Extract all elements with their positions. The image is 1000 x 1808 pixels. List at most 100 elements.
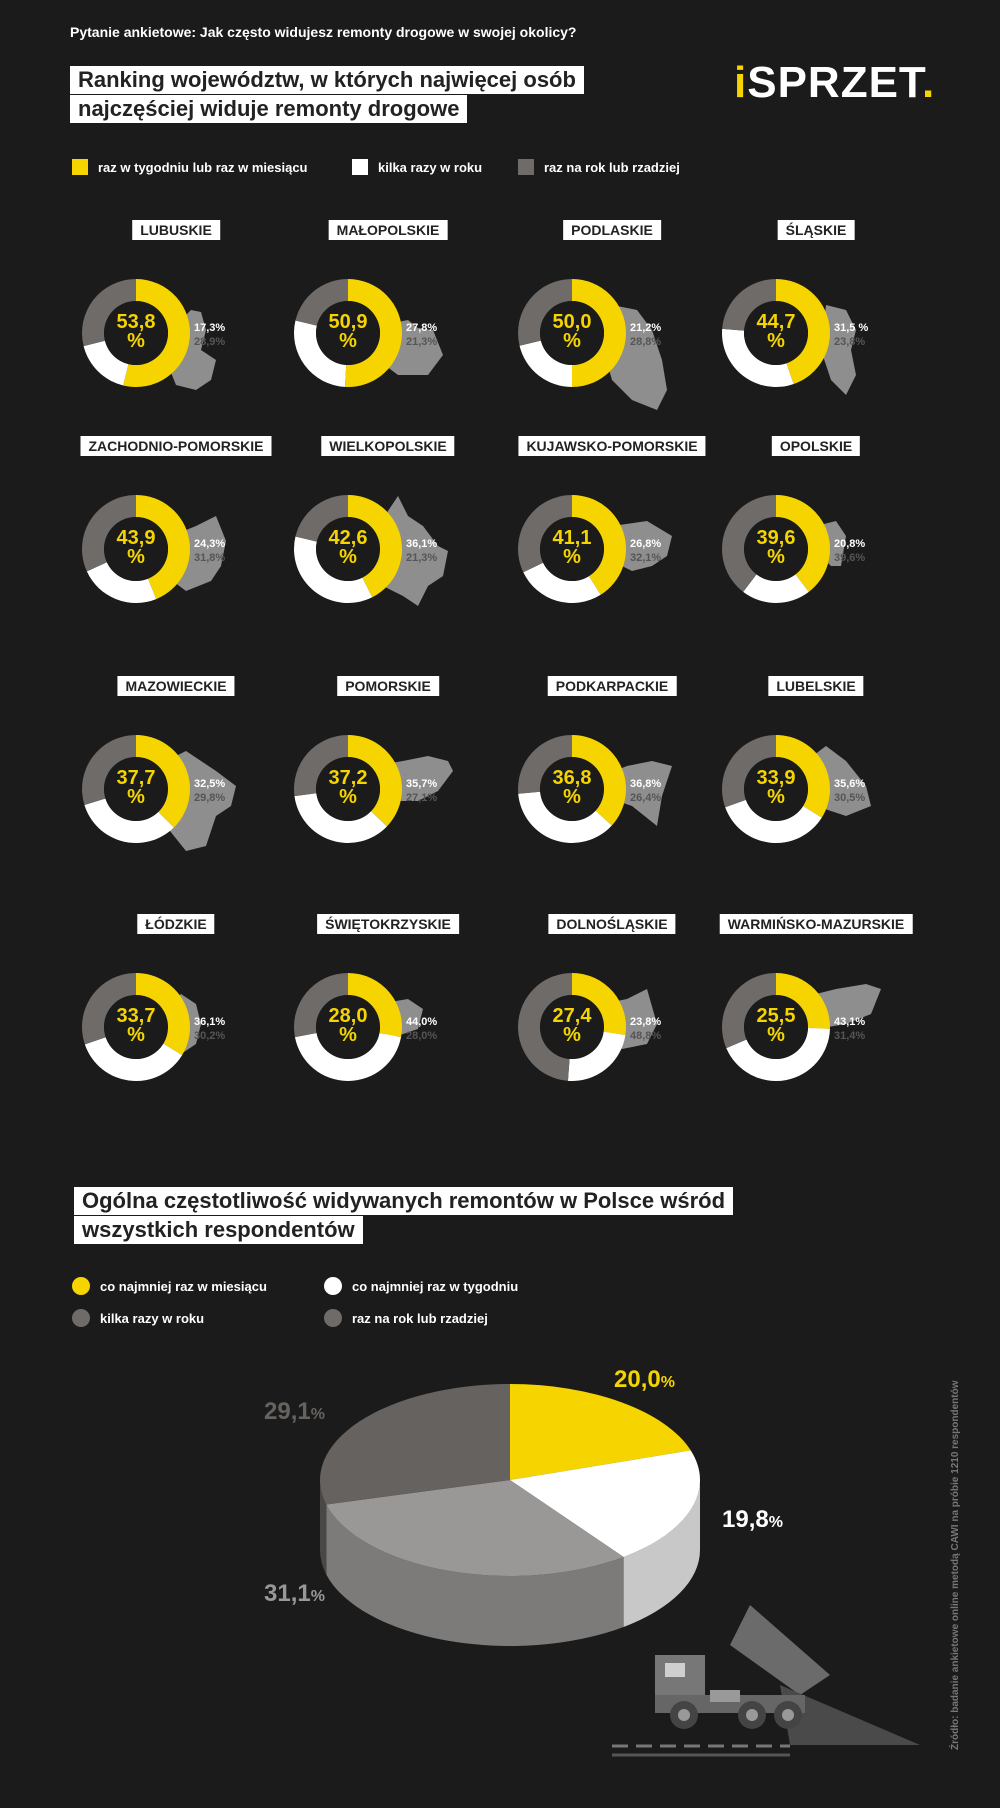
province-card: POMORSKIE 37,2% 35,7% 27,1%	[288, 676, 488, 876]
province-value-yearly-or-less: 27,1%	[406, 792, 438, 804]
legend2-item-weekly: co najmniej raz w tygodniu	[324, 1277, 518, 1295]
province-name: ZACHODNIO-POMORSKIE	[80, 436, 272, 456]
donut-segment-few-times-year	[725, 799, 822, 843]
province-card: WARMIŃSKO-MAZURSKIE 25,5% 43,1% 31,4%	[716, 914, 916, 1114]
percent-sign: %	[339, 1024, 357, 1046]
province-donut-chart	[722, 973, 881, 1081]
donut-segment-weekly-monthly	[136, 735, 190, 828]
donut-segment-yearly-or-less	[518, 735, 572, 794]
province-card: MAZOWIECKIE 37,7% 32,5% 29,8%	[76, 676, 276, 876]
province-value-few-times-year: 32,5%	[194, 778, 226, 790]
donut-segment-yearly-or-less	[518, 279, 572, 346]
province-value-yearly-or-less: 30,2%	[194, 1030, 226, 1042]
province-donut-chart	[294, 279, 443, 387]
percent-sign: %	[767, 1024, 785, 1046]
province-name: ŁÓDZKIE	[137, 914, 215, 934]
province-value-yearly-or-less: 28,0%	[406, 1030, 438, 1042]
overall-title-line-1: Ogólna częstotliwość widywanych remontów…	[74, 1187, 734, 1215]
donut-segment-yearly-or-less	[294, 735, 348, 797]
province-value-few-times-year: 26,8%	[630, 538, 662, 550]
donut-segment-weekly-monthly	[348, 495, 402, 598]
donut-segment-few-times-year	[519, 340, 572, 387]
province-card: PODKARPACKIE 36,8% 36,8% 26,4%	[512, 676, 712, 876]
donut-hole	[540, 995, 604, 1059]
donut-segment-yearly-or-less	[722, 279, 776, 331]
province-main-value-block: 33,7%	[106, 1005, 166, 1045]
province-value-few-times-year: 44,0%	[406, 1016, 438, 1028]
province-name: LUBUSKIE	[132, 220, 220, 240]
province-donut-chart	[517, 973, 657, 1081]
province-donut-chart	[518, 735, 672, 843]
donut-segment-few-times-year	[518, 791, 612, 843]
pie-label-few-times-year: 31,1%	[264, 1580, 325, 1607]
donut-segment-yearly-or-less	[295, 279, 348, 326]
percent-sign: %	[563, 330, 581, 352]
province-main-value: 27,4	[552, 1005, 592, 1027]
province-donut-chart	[81, 735, 236, 851]
province-donut-chart	[294, 973, 423, 1081]
percent-sign: %	[127, 330, 145, 352]
province-value-yearly-or-less: 31,4%	[834, 1030, 866, 1042]
province-name: PODKARPACKIE	[547, 676, 677, 696]
pie-label-yearly-or-less: 29,1%	[264, 1398, 325, 1425]
percent-sign: %	[127, 786, 145, 808]
isprzet-logo: iSPRZET.	[734, 58, 936, 107]
donut-segment-weekly-monthly	[344, 279, 403, 387]
province-value-yearly-or-less: 29,8%	[194, 792, 226, 804]
gray-swatch	[518, 159, 534, 175]
donut-segment-few-times-year	[294, 320, 347, 387]
overall-pie-chart	[320, 1384, 700, 1646]
province-card: DOLNOŚLĄSKIE 27,4% 23,8% 48,8%	[512, 914, 712, 1114]
province-name: PODLASKIE	[563, 220, 661, 240]
province-main-value: 33,7	[116, 1005, 156, 1027]
province-name: DOLNOŚLĄSKIE	[548, 914, 676, 934]
province-donut-chart	[722, 279, 856, 395]
gray-dot	[324, 1309, 342, 1327]
white-swatch	[352, 159, 368, 175]
donut-segment-weekly-monthly	[123, 279, 191, 387]
donut-hole	[316, 301, 380, 365]
province-main-value-block: 44,7%	[746, 312, 806, 351]
donut-segment-weekly-monthly	[776, 735, 830, 818]
donut-segment-yearly-or-less	[82, 495, 136, 572]
province-card: WIELKOPOLSKIE 42,6% 36,1% 21,3%	[288, 436, 488, 636]
province-value-few-times-year: 27,8%	[406, 322, 438, 334]
province-value-yearly-or-less: 30,5%	[834, 792, 866, 804]
percent-sign: %	[767, 786, 785, 808]
province-value-few-times-year: 43,1%	[834, 1016, 866, 1028]
donut-segment-weekly-monthly	[136, 973, 190, 1056]
legend-item-weekly-monthly: raz w tygodniu lub raz w miesiącu	[72, 159, 308, 175]
province-donut-chart	[722, 735, 871, 843]
province-main-value: 43,9	[116, 527, 156, 549]
province-value-few-times-year: 36,1%	[406, 538, 438, 550]
donut-segment-weekly-monthly	[572, 495, 626, 595]
percent-sign: %	[339, 330, 357, 352]
province-value-yearly-or-less: 21,3%	[406, 552, 438, 564]
province-value-few-times-year: 23,8%	[630, 1016, 662, 1028]
donut-hole	[540, 301, 604, 365]
ranking-title-line-1: Ranking województw, w których najwięcej …	[70, 66, 584, 94]
percent-sign: %	[339, 546, 357, 568]
province-main-value-block: 50,0%	[542, 311, 602, 352]
ranking-title-line-2: najczęściej widuje remonty drogowe	[70, 95, 468, 123]
province-main-value-block: 42,6%	[318, 527, 378, 568]
donut-segment-weekly-monthly	[776, 279, 830, 385]
province-card: LUBUSKIE 53,8% 17,3% 28,9%	[76, 220, 276, 420]
donut-hole	[744, 995, 808, 1059]
pie-slice-monthly	[510, 1384, 691, 1480]
province-value-yearly-or-less: 48,8%	[630, 1030, 662, 1042]
province-main-value: 53,8	[116, 311, 156, 333]
donut-hole	[316, 757, 380, 821]
donut-segment-yearly-or-less	[722, 495, 776, 592]
province-main-value-block: 28,0%	[318, 1006, 378, 1046]
donut-segment-few-times-year	[567, 1031, 626, 1081]
province-main-value-block: 50,9%	[318, 312, 378, 352]
province-main-value: 42,6	[328, 527, 368, 549]
province-value-yearly-or-less: 26,4%	[630, 792, 662, 804]
province-donut-chart	[82, 279, 216, 390]
percent-sign: %	[339, 786, 357, 808]
donut-segment-yearly-or-less	[517, 973, 572, 1081]
legend2-item-monthly: co najmniej raz w miesiącu	[72, 1277, 267, 1295]
legend-item-yearly-or-less: raz na rok lub rzadziej	[518, 159, 680, 175]
province-main-value: 50,0	[552, 311, 592, 333]
